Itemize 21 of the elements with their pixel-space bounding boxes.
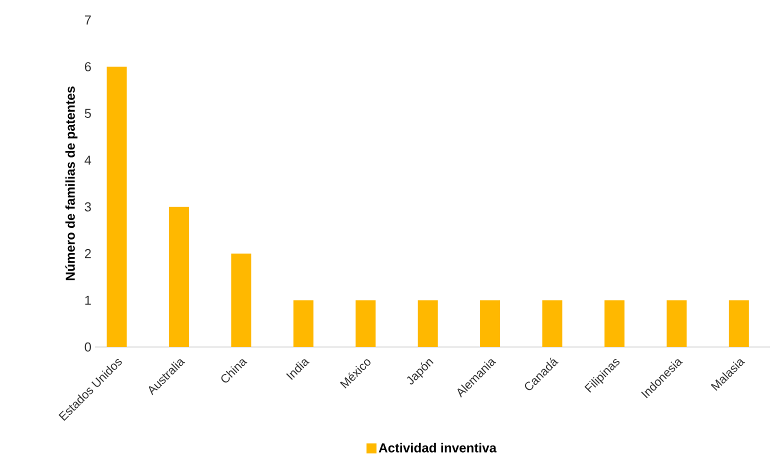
bar [168,206,189,347]
y-axis-title: Número de familias de patentes [65,86,78,280]
y-tick-label: 6 [84,62,91,72]
legend-label: Actividad inventiva [378,442,497,452]
bar [542,300,562,347]
bar [728,300,749,347]
y-tick-label: 1 [85,296,91,305]
bar [356,300,376,347]
bar [293,300,314,347]
y-tick-label: 7 [84,16,91,24]
y-tick-label: 2 [84,249,91,258]
bar [106,66,127,347]
y-tick-label: 0 [84,342,91,352]
bar [666,300,687,347]
y-tick-label: 5 [84,108,91,118]
y-tick-label: 4 [84,156,92,165]
bar [604,300,624,347]
bar [231,254,252,347]
bar [418,300,438,347]
y-tick-label: 3 [84,202,91,212]
bar [480,300,500,347]
